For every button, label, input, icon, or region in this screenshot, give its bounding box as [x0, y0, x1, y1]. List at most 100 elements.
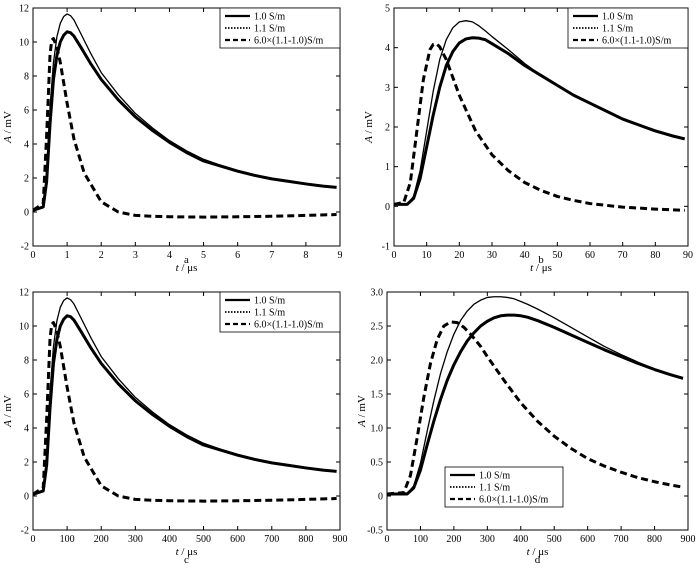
x-tick-label: 60 [585, 250, 595, 261]
legend: 1.0 S/m1.1 S/m6.0×(1.1-1.0)S/m [444, 466, 564, 508]
legend-label: 6.0×(1.1-1.0)S/m [479, 495, 548, 506]
x-tick-label: 10 [422, 250, 432, 261]
y-tick-label: 10 [19, 38, 29, 49]
legend-label: 6.0×(1.1-1.0)S/m [254, 36, 323, 47]
x-tick-label: 20 [454, 250, 464, 261]
x-tick-label: 0 [385, 534, 390, 545]
legend: 1.0 S/m1.1 S/m6.0×(1.1-1.0)S/m [219, 7, 341, 49]
y-tick-label: 5 [385, 4, 390, 15]
x-tick-label: 400 [162, 534, 177, 545]
y-tick-label: 12 [19, 4, 29, 15]
y-axis-title: A / mV [363, 111, 375, 144]
x-tick-label: 2 [99, 250, 104, 261]
legend-label: 1.1 S/m [602, 24, 633, 35]
x-axis-title: t / μs [176, 546, 198, 558]
legend-label: 1.1 S/m [254, 308, 285, 319]
x-axis-title: t / μs [176, 262, 198, 274]
x-axis-title-variable: t [527, 546, 531, 558]
x-tick-label: 6 [235, 250, 240, 261]
legend-label: 1.0 S/m [254, 12, 285, 23]
legend-label: 1.0 S/m [602, 12, 633, 23]
x-axis-title-variable: t [530, 262, 534, 274]
x-tick-label: 500 [196, 534, 211, 545]
x-tick-label: 900 [333, 534, 348, 545]
series-line-thick-solid [387, 313, 684, 496]
x-axis-title-unit: / μs [179, 262, 198, 274]
legend-box [444, 466, 564, 508]
x-tick-label: 40 [520, 250, 530, 261]
x-tick-label: 800 [298, 534, 313, 545]
x-axis-title-unit: / μs [179, 546, 198, 558]
plot-frame [32, 291, 341, 531]
y-tick-label: -2 [21, 242, 29, 253]
y-axis-title: A / mV [2, 395, 14, 428]
y-axis-title-unit: / mV [363, 111, 375, 136]
x-tick-label: 0 [31, 250, 36, 261]
y-tick-label: 0.5 [371, 458, 384, 469]
x-tick-label: 700 [264, 534, 279, 545]
legend-label: 6.0×(1.1-1.0)S/m [602, 36, 671, 47]
y-tick-label: -0.5 [367, 526, 383, 537]
y-axis-title-unit: / mV [356, 395, 368, 420]
x-axis-title-variable: t [176, 262, 180, 274]
y-tick-label: 2 [385, 123, 390, 134]
x-tick-label: 50 [552, 250, 562, 261]
panel-label: b [538, 254, 544, 266]
plot-frame [386, 291, 689, 531]
series-line-thin-solid [33, 297, 337, 495]
x-tick-label: 800 [647, 534, 662, 545]
y-tick-label: -2 [21, 526, 29, 537]
legend-label: 1.0 S/m [479, 471, 510, 482]
y-tick-label: 3.0 [371, 288, 384, 299]
y-tick-label: 6 [24, 390, 29, 401]
y-axis-title-variable: A [356, 420, 368, 428]
panel-label: c [184, 554, 189, 566]
legend: 1.0 S/m1.1 S/m6.0×(1.1-1.0)S/m [567, 7, 689, 49]
y-tick-label: 10 [19, 322, 29, 333]
x-tick-label: 200 [94, 534, 109, 545]
legend-label: 1.1 S/m [254, 24, 285, 35]
x-axis-title: t / μs [530, 262, 552, 274]
y-tick-label: 2.5 [371, 322, 384, 333]
legend: 1.0 S/m1.1 S/m6.0×(1.1-1.0)S/m [219, 291, 341, 333]
series-line-thick-solid [394, 36, 686, 206]
series-line-thick-solid [33, 314, 337, 496]
legend-label: 1.0 S/m [254, 296, 285, 307]
x-tick-label: 80 [650, 250, 660, 261]
legend-label: 1.1 S/m [479, 483, 510, 494]
y-tick-label: 2 [24, 174, 29, 185]
legend-box [219, 291, 341, 333]
y-tick-label: 2 [24, 458, 29, 469]
x-tick-label: 900 [681, 534, 696, 545]
x-tick-label: 1 [65, 250, 70, 261]
x-tick-label: 90 [683, 250, 693, 261]
plot-frame [32, 7, 341, 247]
x-axis-title-variable: t [176, 546, 180, 558]
x-tick-label: 4 [167, 250, 172, 261]
legend-label: 6.0×(1.1-1.0)S/m [254, 320, 323, 331]
series-line-dashed [33, 321, 337, 503]
y-axis-title: A / mV [356, 395, 368, 428]
chart-panel-d: 0 100 200 300 400 500 600 700 800 900-0.500.51.01… [356, 288, 696, 567]
x-tick-label: 5 [201, 250, 206, 261]
x-tick-label: 8 [303, 250, 308, 261]
x-tick-label: 700 [614, 534, 629, 545]
x-tick-label: 600 [580, 534, 595, 545]
x-tick-label: 0 [392, 250, 397, 261]
y-tick-label: 4 [24, 140, 29, 151]
x-tick-label: 70 [618, 250, 628, 261]
x-tick-label: 300 [128, 534, 143, 545]
x-tick-label: 0 [31, 534, 36, 545]
series-line-thick-solid [33, 30, 337, 212]
series-line-thin-solid [33, 13, 337, 211]
y-axis-title-variable: A [2, 420, 14, 428]
x-tick-label: 400 [513, 534, 528, 545]
y-tick-label: 0 [24, 208, 29, 219]
y-axis-title-variable: A [363, 136, 375, 144]
x-tick-label: 7 [269, 250, 274, 261]
series-line-dashed [394, 42, 685, 212]
x-tick-label: 100 [60, 534, 75, 545]
y-tick-label: 3 [385, 83, 390, 94]
